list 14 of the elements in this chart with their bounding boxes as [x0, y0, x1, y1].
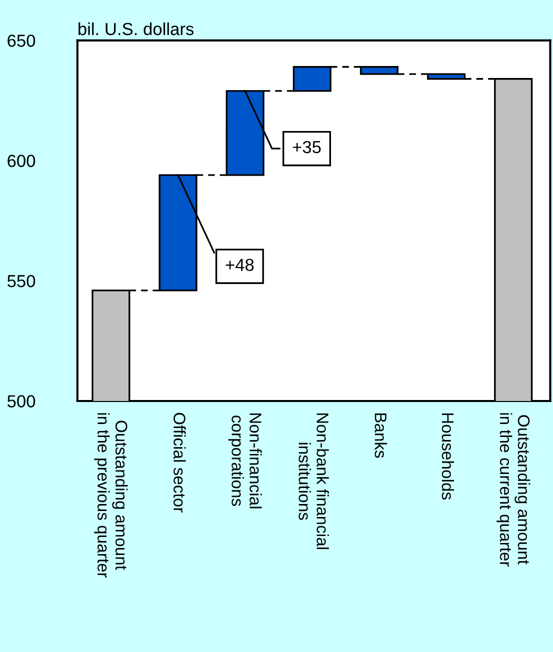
x-tick-label: Households [442, 413, 454, 500]
x-tick-label: Banks [374, 413, 387, 458]
y-tick-label: 650 [8, 34, 36, 47]
x-tick-label: Non-financial corporations [228, 413, 262, 508]
annotation: +48 [226, 258, 254, 272]
y-tick-label: 550 [7, 274, 36, 288]
y-tick-label: 600 [8, 154, 36, 168]
x-tick-label: Outstanding amount in the current quarter [496, 413, 530, 567]
y-axis-title: bil. U.S. dollars [78, 22, 194, 36]
x-tick-label: Official sector [174, 412, 186, 512]
x-tick-label: Outstanding amount in the previous quarter [94, 413, 128, 578]
annotation: +35 [292, 140, 321, 154]
x-tick-label: Non-bank financial institutions [298, 413, 329, 550]
y-tick-label: 500 [7, 395, 36, 408]
